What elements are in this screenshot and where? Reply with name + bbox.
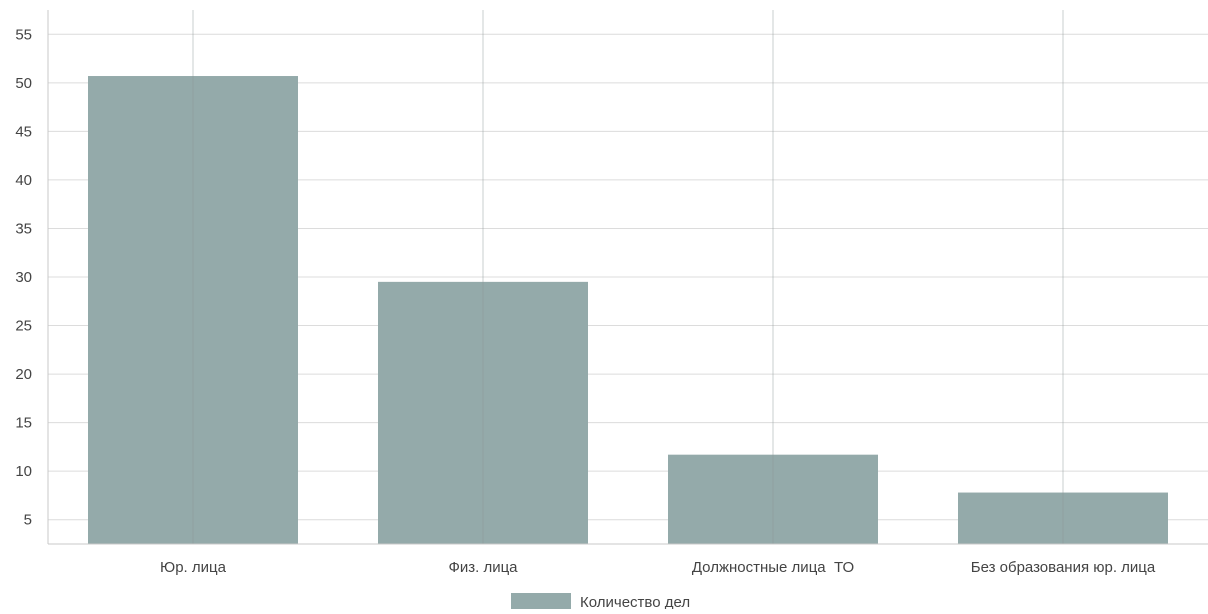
y-tick-label: 25	[15, 318, 32, 335]
y-tick-label: 55	[15, 26, 32, 43]
x-tick-label: Юр. лица	[160, 559, 227, 576]
bar[interactable]	[668, 454, 878, 544]
bars	[88, 76, 1168, 544]
y-tick-label: 5	[24, 512, 32, 529]
y-tick-label: 30	[15, 269, 32, 286]
x-tick-label: Без образования юр. лица	[971, 559, 1156, 576]
bar[interactable]	[378, 281, 588, 544]
y-tick-label: 35	[15, 220, 32, 237]
y-tick-label: 20	[15, 366, 32, 383]
y-tick-label: 40	[15, 172, 32, 189]
vertical-grid	[192, 10, 1064, 544]
bar[interactable]	[958, 492, 1168, 544]
y-tick-label: 15	[15, 415, 32, 432]
y-tick-label: 50	[15, 75, 32, 92]
y-tick-labels: 5 10 15 20 25 30 35 40 45 50 55	[15, 26, 32, 528]
x-tick-label: Должностные лица ТО	[692, 559, 854, 576]
y-tick-label: 10	[15, 463, 32, 480]
legend-swatch[interactable]	[511, 593, 571, 609]
legend-label[interactable]: Количество дел	[580, 594, 690, 611]
x-tick-labels: Юр. лица Физ. лица Должностные лица ТО Без …	[160, 559, 1156, 576]
y-tick-label: 45	[15, 123, 32, 140]
bar[interactable]	[88, 76, 298, 544]
legend[interactable]: Количество дел	[511, 593, 690, 611]
x-tick-label: Физ. лица	[448, 559, 518, 576]
axes	[47, 10, 1208, 545]
